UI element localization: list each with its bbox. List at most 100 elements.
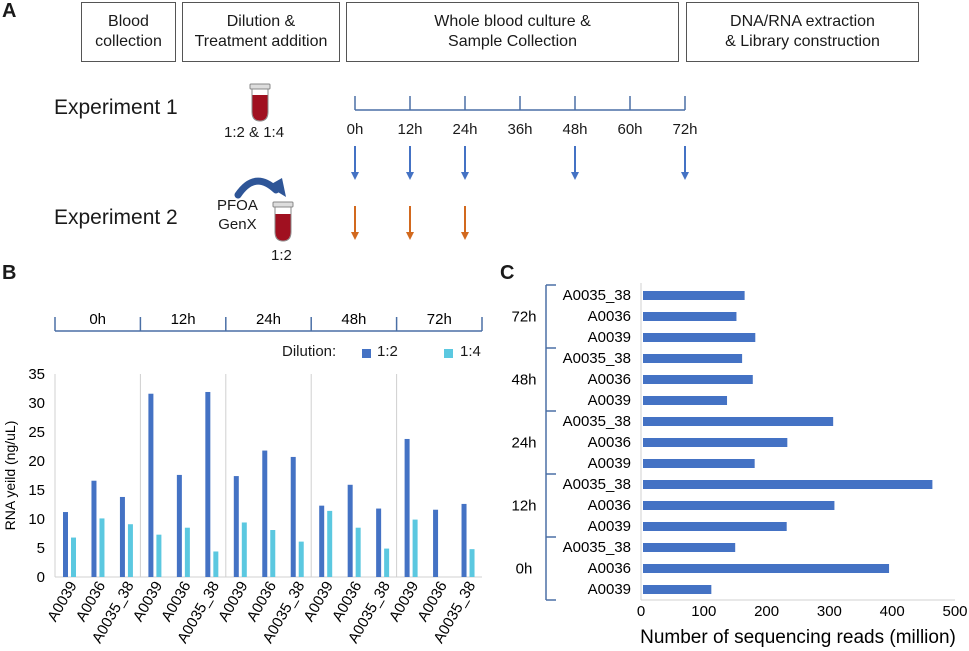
category-label: A0036: [588, 371, 631, 388]
panel-b-letter: B: [2, 262, 17, 284]
group-label: 72h: [511, 309, 536, 326]
category-label: A0039: [588, 392, 631, 409]
step-culture-collection: Whole blood culture & Sample Collection: [346, 2, 679, 62]
category-label: A0036: [588, 308, 631, 325]
sampling-arrow-icon: [461, 146, 469, 180]
reads-bar: [643, 522, 787, 531]
bar-1-4: [213, 551, 219, 577]
reads-bar: [643, 354, 743, 363]
group-label: 0h: [516, 561, 533, 578]
sampling-arrow-icon: [351, 206, 359, 240]
bar-1-4: [355, 527, 361, 577]
category-label: A0035_38: [563, 413, 631, 430]
blood-tube-icon: [249, 83, 271, 122]
category-label: A0035_38: [563, 287, 631, 304]
bar-1-2: [205, 391, 211, 577]
bar-1-2: [347, 484, 353, 577]
timepoint-label: 0h: [346, 121, 364, 138]
bar-1-2: [176, 474, 182, 577]
x-axis-label: Number of sequencing reads (million): [640, 627, 956, 648]
reads-bar: [643, 396, 728, 405]
category-label: A0036: [588, 497, 631, 514]
group-label: 12h: [171, 311, 196, 328]
bar-1-4: [241, 522, 247, 577]
y-tick-label: 25: [28, 424, 45, 441]
experiment-2-label: Experiment 2: [54, 206, 178, 229]
group-label: 12h: [511, 498, 536, 515]
y-tick-label: 35: [28, 366, 45, 383]
step-dilution-treatment: Dilution & Treatment addition: [182, 2, 340, 62]
timepoint-label: 60h: [617, 121, 643, 138]
reads-bar: [643, 564, 890, 573]
panel-a-letter: A: [2, 0, 17, 22]
timepoint-label: 12h: [397, 121, 423, 138]
exp2-treatments-label: PFOA GenX: [217, 197, 258, 233]
y-axis-label: RNA yeild (ng/uL): [2, 421, 18, 531]
bar-1-4: [184, 527, 190, 577]
bar-1-4: [71, 537, 76, 577]
legend-label-1-2: 1:2: [377, 343, 398, 360]
category-label: A0035_38: [563, 350, 631, 367]
sampling-arrow-icon: [461, 206, 469, 240]
bar-1-4: [127, 524, 133, 577]
category-label: A0035_38: [563, 476, 631, 493]
x-tick-label: 0: [637, 603, 645, 620]
y-tick-label: 0: [37, 569, 45, 586]
y-tick-label: 10: [28, 511, 45, 528]
bar-1-2: [233, 476, 239, 577]
group-label: 48h: [511, 372, 536, 389]
x-tick-label: 300: [817, 603, 842, 620]
bar-1-2: [148, 393, 154, 577]
legend-title: Dilution:: [282, 343, 337, 360]
bar-1-4: [99, 518, 105, 577]
reads-bar: [643, 333, 756, 342]
bar-1-2: [404, 438, 410, 577]
bar-1-2: [63, 512, 68, 577]
sampling-arrow-icon: [571, 146, 579, 180]
category-label: A0039: [588, 329, 631, 346]
curved-arrow-icon: [234, 177, 286, 199]
bar-1-4: [298, 541, 304, 577]
group-label: 24h: [256, 311, 281, 328]
category-label: A0039: [588, 581, 631, 598]
category-label: A0039: [588, 518, 631, 535]
y-tick-label: 5: [37, 540, 45, 557]
category-label: A0036: [588, 560, 631, 577]
reads-bar: [643, 501, 835, 510]
legend-swatch-1-2: [362, 349, 371, 358]
reads-bar: [643, 375, 753, 384]
y-tick-label: 20: [28, 453, 45, 470]
timepoint-label: 48h: [562, 121, 588, 138]
bar-1-4: [469, 549, 475, 577]
x-tick-label: 500: [942, 603, 967, 620]
bar-1-2: [433, 509, 439, 577]
exp2-dilution-label: 1:2: [271, 247, 292, 264]
group-label: 48h: [341, 311, 366, 328]
sampling-arrow-icon: [406, 146, 414, 180]
category-label: A0036: [588, 434, 631, 451]
reads-bar: [643, 291, 745, 300]
step-extraction-library: DNA/RNA extraction & Library constructio…: [686, 2, 919, 62]
group-label: 24h: [511, 435, 536, 452]
reads-bar: [643, 480, 933, 489]
exp1-dilution-label: 1:2 & 1:4: [224, 124, 285, 141]
bar-1-2: [262, 450, 268, 577]
reads-bar: [643, 312, 737, 321]
legend-label-1-4: 1:4: [460, 343, 481, 360]
bar-1-4: [327, 510, 333, 577]
bar-1-2: [376, 508, 382, 577]
step-blood-collection: Blood collection: [81, 2, 176, 62]
timeline: [354, 96, 686, 111]
bar-1-2: [290, 456, 296, 577]
panel-a-graphics: [234, 83, 689, 242]
bar-1-4: [384, 548, 390, 577]
bar-1-4: [412, 519, 418, 577]
timepoint-label: 24h: [452, 121, 478, 138]
x-tick-label: 100: [691, 603, 716, 620]
group-label: 72h: [427, 311, 452, 328]
bar-1-2: [91, 480, 97, 577]
bar-1-4: [270, 530, 276, 577]
category-label: A0039: [588, 455, 631, 472]
